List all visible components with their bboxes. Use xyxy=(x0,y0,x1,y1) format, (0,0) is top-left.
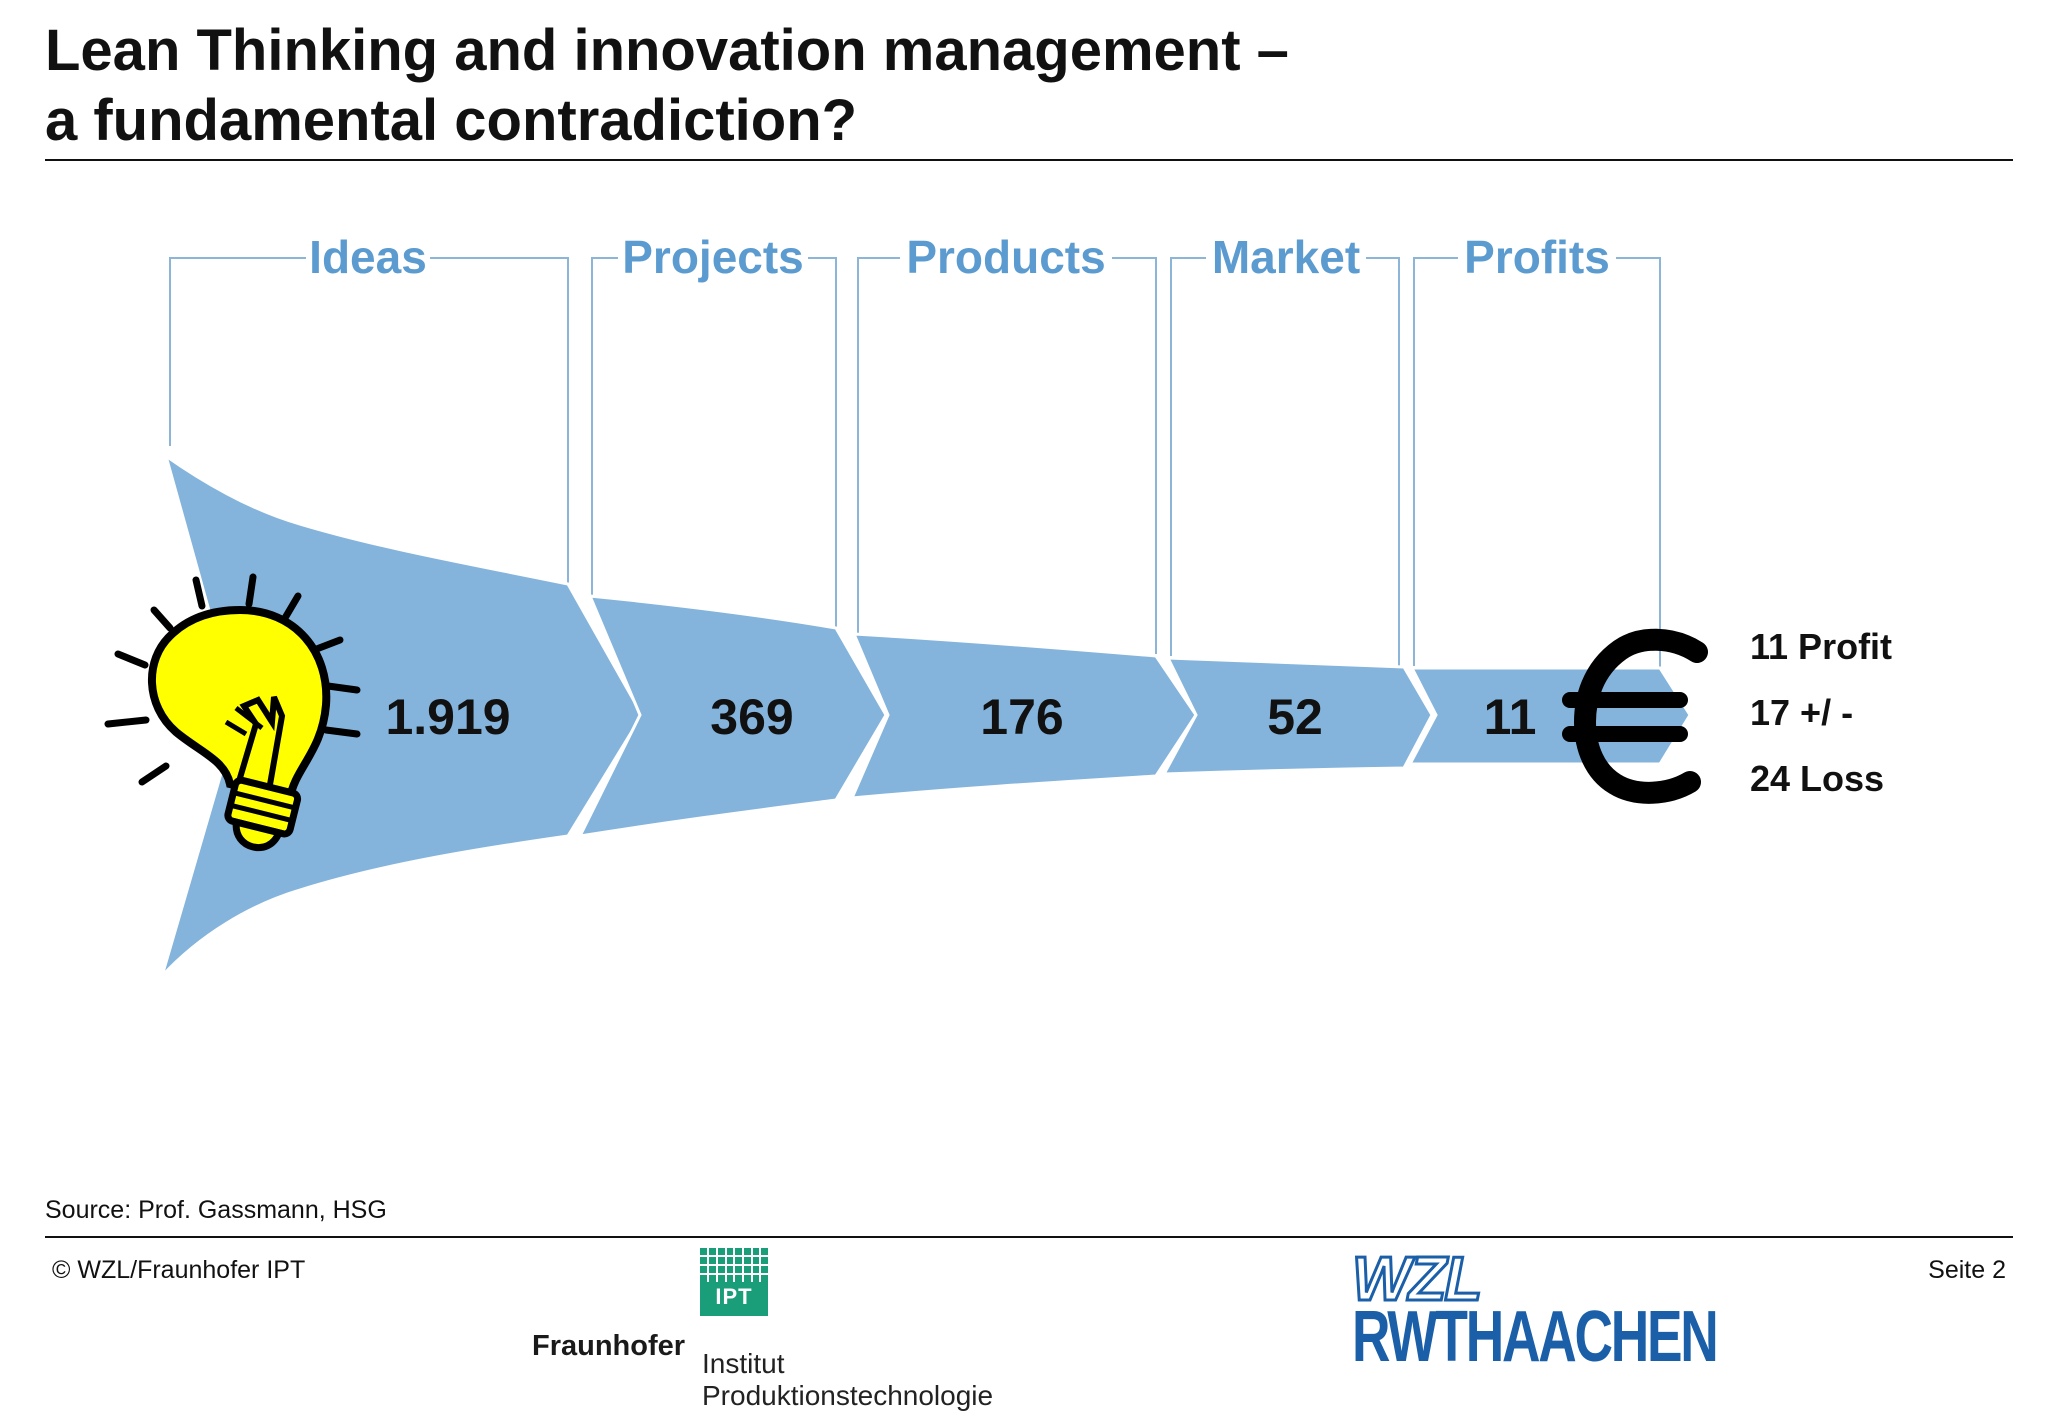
frame-products xyxy=(857,257,900,636)
frame-profits xyxy=(1413,257,1458,666)
rwth-aachen-logo: RWTHAACHEN xyxy=(1352,1297,1719,1377)
frame-projects xyxy=(591,257,618,598)
stage-value-market: 52 xyxy=(1267,689,1323,745)
funnel-segment-projects xyxy=(577,594,888,838)
outcome-neutral: 17 +/ - xyxy=(1750,692,1854,733)
frame-ideas-right xyxy=(430,257,569,590)
funnel-segment-profits xyxy=(1407,666,1692,766)
page-title: Lean Thinking and innovation management … xyxy=(45,16,1289,156)
stage-value-products: 176 xyxy=(980,689,1063,745)
euro-icon xyxy=(1562,628,1708,804)
frame-market xyxy=(1170,257,1206,656)
stage-label-market: Market xyxy=(1212,231,1360,283)
fraunhofer-line-2: Produktionstechnologie xyxy=(702,1380,994,1411)
outcome-loss: 24 Loss xyxy=(1750,758,1885,799)
frame-projects-right xyxy=(808,257,837,630)
frame-profits-right xyxy=(1616,257,1661,668)
fraunhofer-institute: Institut Produktionstechnologie xyxy=(702,1348,993,1412)
fraunhofer-ipt-logo xyxy=(700,1248,768,1316)
lightbulb-icon xyxy=(104,573,361,852)
frame-market-right xyxy=(1366,257,1400,666)
page-number: Seite 2 xyxy=(1928,1256,2006,1284)
frame-products-right xyxy=(1112,257,1157,654)
stage-value-profits: 11 xyxy=(1484,689,1537,745)
funnel-segment-ideas xyxy=(160,452,644,978)
stage-value-projects: 369 xyxy=(710,689,793,745)
title-line-1: Lean Thinking and innovation management … xyxy=(45,18,1289,83)
stage-label-projects: Projects xyxy=(622,231,804,283)
stage-label-products: Products xyxy=(906,231,1105,283)
funnel-segment-market xyxy=(1161,656,1434,776)
outcome-profit: 11 Profit xyxy=(1750,626,1893,667)
footer-divider xyxy=(45,1236,2013,1238)
fraunhofer-name: Fraunhofer xyxy=(532,1330,686,1362)
stage-value-ideas: 1.919 xyxy=(385,689,510,745)
title-line-2: a fundamental contradiction? xyxy=(45,88,858,153)
wzl-logo: WZL xyxy=(1350,1244,1483,1316)
frame-ideas xyxy=(169,257,306,446)
funnel-segment-products xyxy=(849,632,1198,800)
ipt-logo-text: IPT xyxy=(715,1284,753,1309)
stage-label-profits: Profits xyxy=(1464,231,1610,283)
stage-label-ideas: Ideas xyxy=(309,231,427,283)
copyright: © WZL/Fraunhofer IPT xyxy=(52,1256,306,1284)
fraunhofer-line-1: Institut xyxy=(702,1348,785,1379)
title-divider xyxy=(45,159,2013,161)
source-note: Source: Prof. Gassmann, HSG xyxy=(45,1196,387,1224)
